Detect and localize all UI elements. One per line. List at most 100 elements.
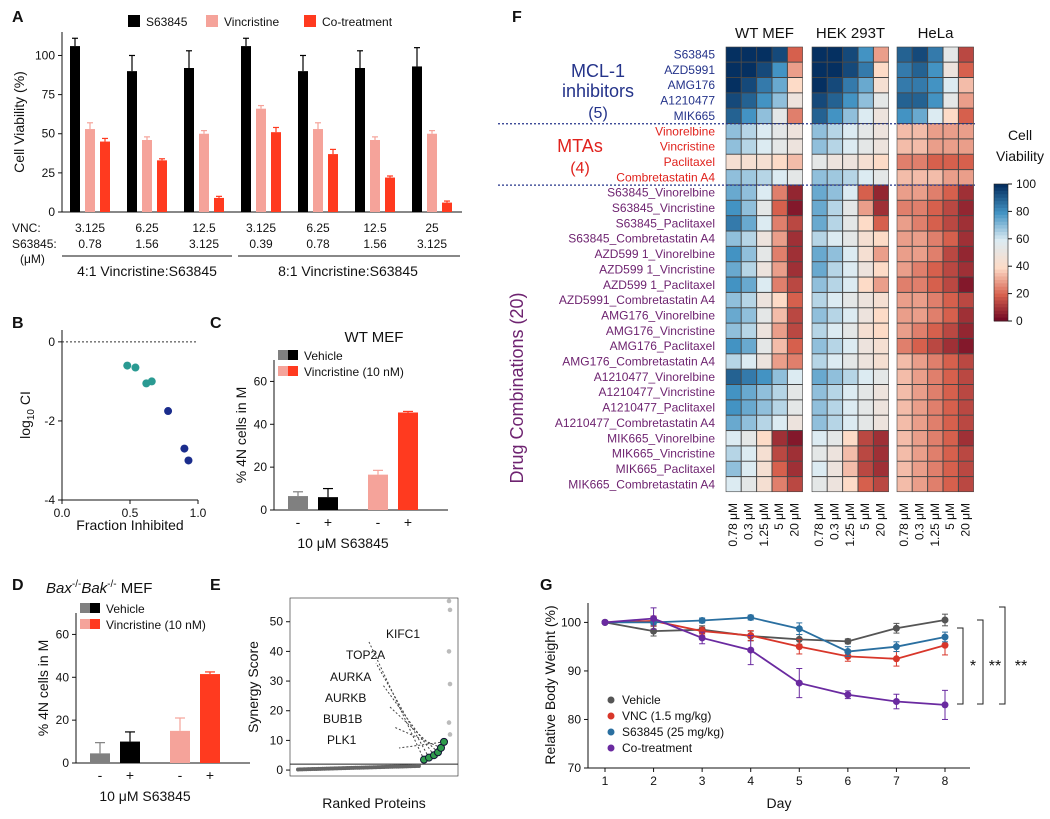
f-colorbar-segment [994, 276, 1008, 281]
f-heatmap-cell [896, 46, 913, 63]
e-outlier-point [447, 732, 453, 737]
f-colorbar-tick-label: 20 [1016, 287, 1030, 301]
f-heatmap-cell [942, 276, 959, 293]
a-bar-co-treatment [214, 197, 224, 212]
f-heatmap-cell [811, 461, 828, 477]
g-series-point [892, 655, 900, 663]
f-heatmap-cell [842, 338, 859, 354]
f-heatmap-cell [857, 476, 874, 493]
g-series-point [892, 624, 900, 632]
d-bar [200, 674, 220, 763]
f-heatmap-cell [842, 246, 859, 262]
f-heatmap-cell [942, 307, 959, 324]
f-row-label: AMG176_Vincristine [606, 324, 715, 338]
f-heatmap-cell [771, 62, 788, 78]
c-legend-swatch [278, 350, 288, 360]
f-heatmap-cell [873, 353, 889, 370]
f-heatmap-cell [725, 154, 742, 170]
a-ratio-label: 4:1 Vincristine:S63845 [77, 263, 217, 279]
c-x-tick-label: + [324, 514, 332, 530]
g-significance-mark: ** [1015, 658, 1027, 675]
f-heatmap-cell [842, 154, 859, 170]
f-heatmap-cell [842, 77, 859, 93]
a-vnc-label: 25 [425, 221, 439, 235]
f-dose-label: 0.78 μM [812, 503, 826, 547]
a-s63845-label: 1.56 [363, 237, 387, 251]
f-heatmap-cell [912, 246, 928, 262]
f-colorbar-segment [994, 286, 1008, 291]
f-heatmap-cell [912, 276, 928, 293]
a-bar-vincristine [370, 140, 380, 212]
f-heatmap-cell [725, 276, 742, 293]
f-heatmap-cell [827, 169, 843, 186]
f-heatmap-cell [873, 138, 889, 155]
d-title-part: Bak [81, 580, 108, 597]
f-row-label: MIK665_Paclitaxel [616, 462, 715, 476]
f-heatmap-cell [756, 261, 773, 278]
f-heatmap-cell [896, 184, 913, 201]
f-heatmap-cell [857, 353, 874, 370]
f-heatmap-cell [756, 108, 773, 124]
b-point [184, 456, 193, 465]
f-heatmap-cell [873, 169, 889, 186]
f-heatmap-cell [811, 338, 828, 354]
a-bar-vincristine [142, 140, 152, 212]
f-heatmap-cell [873, 461, 889, 477]
f-heatmap-cell [927, 353, 944, 370]
f-row-label: AMG176_Paclitaxel [610, 339, 715, 353]
f-colorbar-segment [994, 221, 1008, 226]
f-heatmap-cell [873, 369, 889, 385]
f-heatmap-cell [741, 384, 757, 400]
f-heatmap-cell [896, 476, 913, 493]
f-row-label: S63845_Combretastatin A4 [568, 232, 715, 246]
f-row-label: Paclitaxel [664, 155, 715, 169]
f-heatmap-cell [896, 415, 913, 431]
f-colorbar-segment [994, 197, 1008, 202]
panel-label-G: G [540, 577, 552, 594]
f-dose-label: 5 μM [943, 503, 957, 530]
f-heatmap-cell [927, 307, 944, 324]
f-heatmap-cell [912, 108, 928, 124]
f-heatmap-cell [811, 46, 828, 63]
f-heatmap-cell [741, 169, 757, 186]
f-heatmap-cell [811, 154, 828, 170]
f-heatmap-cell [756, 338, 773, 354]
g-series-point [795, 625, 803, 633]
f-heatmap-cell [811, 384, 828, 400]
f-heatmap-cell [857, 246, 874, 262]
f-heatmap-cell [857, 138, 874, 155]
f-heatmap-cell [857, 369, 874, 385]
g-x-tick-label: 7 [893, 774, 900, 788]
f-heatmap-cell [842, 384, 859, 400]
f-heatmap-cell [771, 276, 788, 293]
a-bar-co-treatment [100, 141, 110, 212]
a-s63845-label: 0.39 [249, 237, 273, 251]
f-heatmap-cell [912, 322, 928, 339]
a-y-tick-label: 75 [42, 88, 56, 102]
g-series-point [844, 691, 852, 699]
g-legend-label: Co-treatment [622, 741, 693, 755]
g-x-label: Day [767, 795, 792, 811]
f-colorbar-segment [994, 187, 1008, 192]
f-heatmap-cell [927, 92, 944, 109]
f-heatmap-cell [912, 338, 928, 354]
f-heatmap-cell [741, 276, 757, 293]
f-heatmap-cell [827, 461, 843, 477]
f-heatmap-cell [756, 369, 773, 385]
g-x-tick-label: 2 [650, 774, 657, 788]
a-ratio-label: 8:1 Vincristine:S63845 [278, 263, 418, 279]
f-heatmap-cell [873, 261, 889, 278]
f-heatmap-cell [771, 445, 788, 462]
f-heatmap-cell [771, 215, 788, 232]
f-heatmap-cell [811, 77, 828, 93]
f-heatmap-cell [827, 415, 843, 431]
f-row-label: A1210477_Combretastatin A4 [555, 416, 715, 430]
f-heatmap-cell [756, 215, 773, 232]
f-heatmap-cell [842, 169, 859, 186]
f-colorbar-tick-label: 100 [1016, 177, 1036, 191]
f-heatmap-cell [811, 169, 828, 186]
f-dose-label: 0.78 μM [897, 503, 911, 547]
b-y-tick-label: -4 [44, 493, 55, 507]
f-row-label: A1210477 [660, 94, 715, 108]
d-y-tick-label: 0 [62, 756, 69, 770]
